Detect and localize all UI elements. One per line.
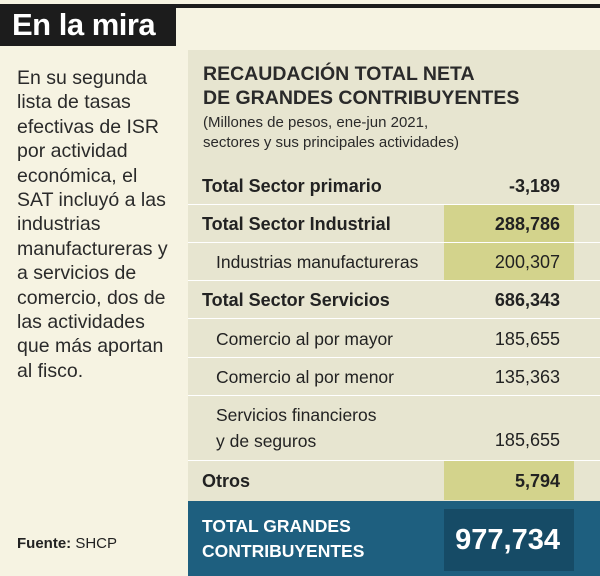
table-subtitle: (Millones de pesos, ene-jun 2021, sector…: [203, 113, 583, 152]
total-value-box: 977,734: [444, 509, 574, 571]
row-value: 5,794: [514, 471, 560, 491]
header: En la mira: [0, 0, 600, 50]
data-table: Total Sector primario -3,189 Total Secto…: [188, 168, 600, 500]
table-title-line1: RECAUDACIÓN TOTAL NETA: [203, 63, 475, 85]
value-highlight: [444, 461, 574, 500]
total-label: TOTAL GRANDES CONTRIBUYENTES: [202, 514, 442, 564]
table-row-servicios-financieros: Servicios financieros y de seguros 185,6…: [188, 396, 600, 461]
row-label-line2: y de seguros: [216, 431, 317, 451]
table-row-sector-servicios: Total Sector Servicios 686,343: [188, 281, 600, 319]
row-label: Otros: [202, 471, 251, 491]
table-row-otros: Otros 5,794: [188, 461, 600, 500]
row-value: 200,307: [494, 252, 560, 272]
page-title: En la mira: [0, 4, 176, 46]
row-value: 185,655: [494, 329, 560, 349]
row-label: Comercio al por menor: [216, 367, 394, 387]
intro-text: En su segunda lista de tasas efectivas d…: [17, 67, 168, 382]
row-value: 288,786: [494, 214, 560, 234]
table-row-comercio-mayor: Comercio al por mayor 185,655: [188, 319, 600, 358]
total-label-line2: CONTRIBUYENTES: [202, 541, 365, 561]
table-title: RECAUDACIÓN TOTAL NETA DE GRANDES CONTRI…: [203, 62, 583, 110]
row-label: Total Sector Industrial: [202, 214, 391, 234]
table-row-sector-industrial: Total Sector Industrial 288,786: [188, 205, 600, 243]
total-row: TOTAL GRANDES CONTRIBUYENTES 977,734: [188, 501, 600, 576]
total-label-line1: TOTAL GRANDES: [202, 516, 351, 536]
header-rule: [176, 4, 600, 8]
row-label-line1: Servicios financieros: [216, 405, 377, 425]
table-row-comercio-menor: Comercio al por menor 135,363: [188, 358, 600, 396]
table-subtitle-line2: sectores y sus principales actividades): [203, 133, 459, 151]
table-row-sector-primario: Total Sector primario -3,189: [188, 168, 600, 205]
row-label: Industrias manufactureras: [216, 252, 419, 272]
total-value: 977,734: [455, 524, 560, 556]
source-note: Fuente: SHCP: [17, 535, 117, 552]
row-label: Servicios financieros y de seguros: [216, 402, 376, 454]
row-value: -3,189: [508, 176, 560, 196]
table-title-line2: DE GRANDES CONTRIBUYENTES: [203, 87, 520, 109]
row-value: 185,655: [494, 430, 560, 450]
row-label: Comercio al por mayor: [216, 329, 393, 349]
value-highlight: [444, 243, 574, 280]
row-value: 135,363: [494, 367, 560, 387]
table-subtitle-line1: (Millones de pesos, ene-jun 2021,: [203, 114, 429, 131]
row-value: 686,343: [494, 290, 560, 310]
source-value: SHCP: [75, 535, 118, 552]
value-highlight: [444, 205, 574, 242]
table-row-industrias-manufactureras: Industrias manufactureras 200,307: [188, 243, 600, 281]
row-label: Total Sector Servicios: [202, 290, 390, 310]
source-label: Fuente:: [17, 535, 72, 552]
row-label: Total Sector primario: [202, 176, 382, 196]
